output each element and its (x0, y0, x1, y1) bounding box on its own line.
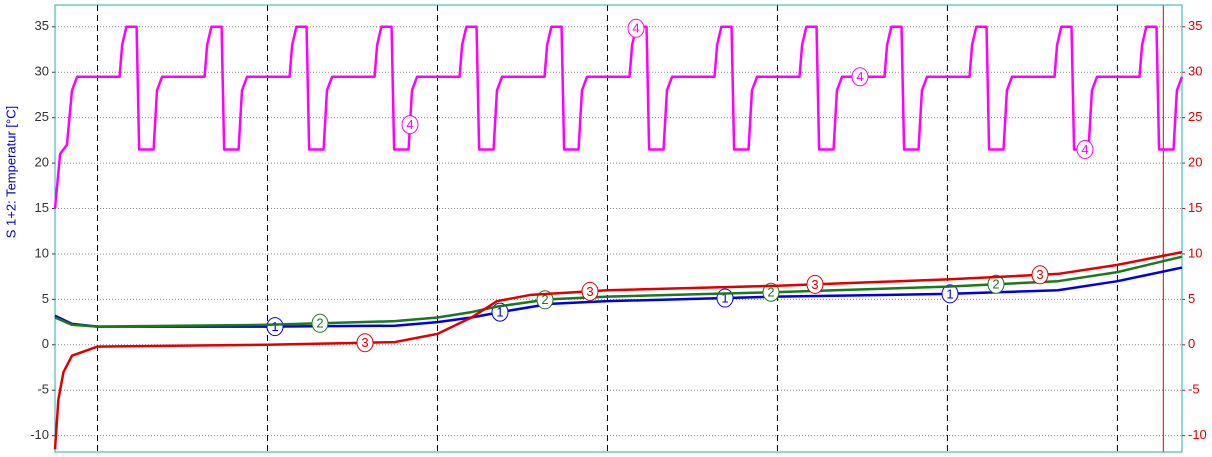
series-marker (311, 313, 329, 333)
y2-tick-label: 0 (1188, 336, 1195, 351)
series-marker (1031, 265, 1049, 285)
series-marker-label: 1 (721, 290, 728, 305)
series-marker-label: 3 (811, 277, 818, 292)
series-marker (941, 284, 959, 304)
series-marker-label: 2 (992, 277, 999, 292)
y2-tick-label: 10 (1188, 245, 1202, 260)
y2-tick-label: 20 (1188, 155, 1202, 170)
series-marker (851, 67, 869, 87)
series-line (53, 25, 1184, 209)
series-marker (762, 282, 780, 302)
y-tick-label: 0 (42, 336, 49, 351)
y-tick-label: 10 (35, 245, 49, 260)
y2-tick-label: 15 (1188, 200, 1202, 215)
series-marker-label: 1 (496, 305, 503, 320)
y-tick-label: -5 (37, 382, 49, 397)
y2-tick-label: -10 (1188, 427, 1207, 442)
y2-tick-label: 35 (1188, 18, 1202, 33)
series-line (54, 255, 1183, 328)
y-axis-label: S 1+2: Temperatur [°C] (3, 106, 18, 239)
series-marker-label: 2 (767, 285, 774, 300)
y-tick-label: 20 (35, 155, 49, 170)
series-marker-label: 2 (316, 316, 323, 331)
series-marker-label: 4 (406, 117, 413, 132)
y-tick-label: 30 (35, 64, 49, 79)
series-marker (987, 274, 1005, 294)
series-marker-label: 3 (586, 284, 593, 299)
y2-tick-label: -5 (1188, 382, 1200, 397)
y-tick-label: 5 (42, 291, 49, 306)
y2-tick-label: 5 (1188, 291, 1195, 306)
series-marker-label: 1 (271, 319, 278, 334)
series-marker (581, 281, 599, 301)
y2-tick-label: 30 (1188, 64, 1202, 79)
series-marker-label: 3 (1036, 267, 1043, 282)
series-marker-label: 4 (1081, 142, 1088, 157)
series-line (53, 250, 1183, 450)
y-tick-label: -10 (30, 427, 49, 442)
series-marker-label: 1 (946, 286, 953, 301)
plot-frame (54, 4, 1183, 453)
series-marker-label: 3 (361, 335, 368, 350)
series-marker (356, 333, 374, 353)
series-marker (266, 317, 284, 337)
series-marker (627, 18, 645, 38)
y-tick-label: 15 (35, 200, 49, 215)
series-marker-label: 2 (541, 292, 548, 307)
series-marker-label: 4 (632, 21, 639, 36)
y-tick-label: 25 (35, 109, 49, 124)
series-marker-label: 4 (856, 69, 863, 84)
series-marker (401, 115, 419, 135)
series-marker (1076, 139, 1094, 159)
y-tick-label: 35 (35, 18, 49, 33)
y2-tick-label: 25 (1188, 109, 1202, 124)
series-marker (806, 274, 824, 294)
